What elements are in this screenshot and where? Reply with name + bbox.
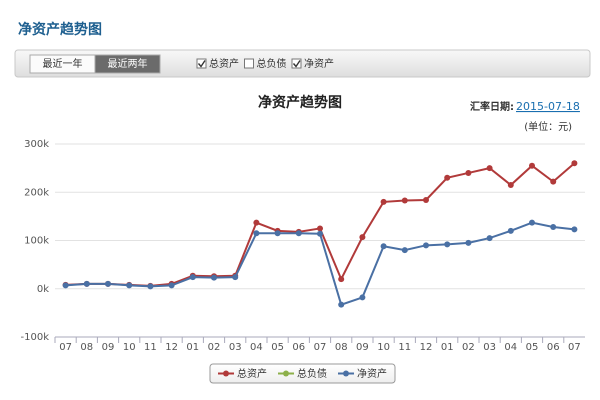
- x-tick-label: 08: [335, 342, 348, 353]
- x-tick-label: 05: [271, 342, 284, 353]
- x-tick-label: 06: [547, 342, 560, 353]
- checkbox[interactable]: [244, 58, 254, 69]
- checkbox[interactable]: [196, 58, 207, 69]
- legend: [209, 363, 396, 384]
- point: [105, 280, 111, 287]
- chart-title: 净资产趋势图: [258, 94, 342, 111]
- point: [444, 241, 451, 248]
- range-button[interactable]: [94, 54, 161, 74]
- legend-label[interactable]: 总资产: [237, 367, 267, 380]
- range-button-label: 最近一年: [43, 57, 83, 70]
- legend-label[interactable]: 净资产: [357, 367, 387, 380]
- x-tick-label: 04: [504, 342, 517, 353]
- y-tick-label: 0k: [37, 284, 49, 295]
- range-button-label: 最近两年: [108, 57, 148, 70]
- point: [380, 198, 387, 205]
- rate-date-label: 汇率日期:: [470, 100, 514, 113]
- x-tick-label: 08: [80, 342, 93, 353]
- point: [274, 230, 281, 237]
- x-tick-label: 12: [420, 342, 433, 353]
- x-tick-label: 09: [356, 342, 369, 353]
- y-tick-label: 300k: [24, 139, 49, 150]
- x-tick-label: 11: [144, 342, 157, 353]
- x-tick-label: 10: [123, 342, 136, 353]
- point: [444, 174, 451, 181]
- point: [507, 227, 514, 234]
- point: [359, 234, 366, 241]
- point: [380, 243, 387, 250]
- unit-label: (单位：元): [524, 120, 572, 133]
- x-tick-label: 03: [229, 342, 242, 353]
- x-tick-label: 07: [59, 342, 72, 353]
- series-line: [65, 162, 576, 287]
- point: [62, 282, 69, 289]
- checkmark: [292, 60, 301, 68]
- point: [401, 247, 408, 254]
- point: [359, 294, 366, 301]
- checkbox-label: 总负债: [257, 57, 287, 70]
- checkmark: [197, 60, 206, 68]
- point: [211, 274, 217, 281]
- point: [486, 235, 493, 242]
- legend-swatch-dot: [283, 370, 289, 377]
- point: [338, 276, 345, 283]
- point: [486, 165, 493, 172]
- x-tick-label: 06: [292, 342, 305, 353]
- point: [465, 169, 472, 176]
- point: [401, 197, 408, 204]
- x-tick-label: 12: [165, 342, 178, 353]
- point: [317, 225, 323, 232]
- legend-label[interactable]: 总负债: [297, 367, 327, 380]
- point: [253, 230, 260, 237]
- x-tick-label: 05: [526, 342, 539, 353]
- point: [571, 160, 578, 167]
- checkbox-label: 净资产: [304, 57, 334, 70]
- point: [147, 283, 154, 290]
- point: [423, 242, 429, 249]
- legend-swatch-dot: [223, 370, 229, 377]
- rate-date[interactable]: 2015-07-18: [516, 100, 580, 113]
- point: [295, 230, 302, 237]
- point: [338, 301, 345, 308]
- x-tick-label: 01: [186, 342, 199, 353]
- x-tick-label: 09: [102, 342, 115, 353]
- x-tick-label: 01: [441, 342, 454, 353]
- checkbox-label: 总资产: [209, 57, 239, 70]
- point: [550, 178, 557, 185]
- x-tick-label: 07: [314, 342, 327, 353]
- point: [550, 223, 557, 230]
- x-tick-label: 02: [462, 342, 475, 353]
- point: [465, 239, 472, 246]
- y-tick-label: -100k: [21, 332, 50, 343]
- point: [529, 219, 535, 226]
- legend-swatch-dot: [343, 370, 349, 377]
- x-tick-label: 02: [208, 342, 221, 353]
- y-tick-label: 200k: [24, 187, 49, 198]
- point: [529, 162, 535, 169]
- x-tick-label: 07: [568, 342, 581, 353]
- page-title: 净资产趋势图: [18, 21, 102, 38]
- y-tick-label: 100k: [24, 236, 49, 247]
- point: [253, 219, 260, 226]
- point: [507, 182, 514, 189]
- x-tick-label: 04: [250, 342, 263, 353]
- point: [126, 282, 133, 289]
- point: [232, 274, 239, 281]
- point: [168, 282, 175, 289]
- checkbox[interactable]: [291, 58, 302, 69]
- x-tick-label: 10: [377, 342, 390, 353]
- point: [571, 226, 578, 233]
- x-tick-label: 11: [398, 342, 411, 353]
- point: [83, 280, 90, 287]
- point: [189, 274, 196, 281]
- point: [317, 230, 323, 237]
- x-tick-label: 03: [483, 342, 496, 353]
- point: [423, 196, 429, 203]
